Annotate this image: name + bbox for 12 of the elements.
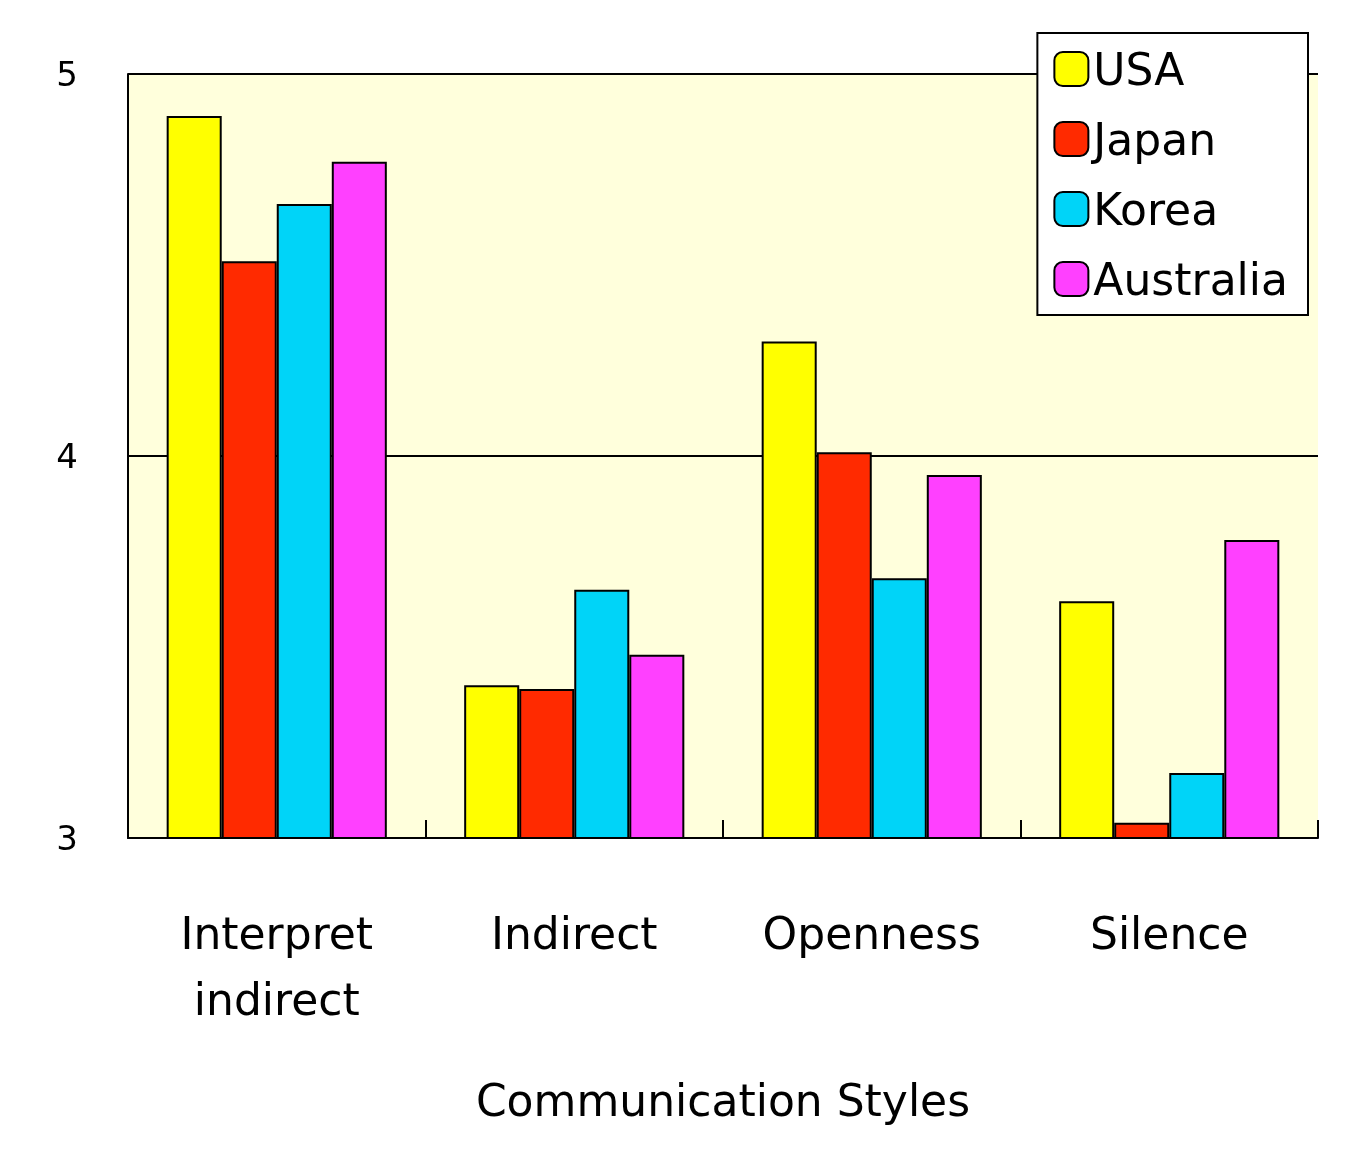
x-axis-title: Communication Styles (475, 1074, 971, 1126)
x-tick-label: Silence (1089, 907, 1249, 959)
legend-label: Korea (1093, 183, 1219, 235)
legend-label: Australia (1093, 253, 1289, 305)
x-tick-label: Interpret indirect (180, 907, 374, 1025)
y-tick-label: 3 (56, 818, 78, 858)
x-tick-label: Indirect (490, 907, 658, 959)
legend-label: USA (1093, 43, 1185, 95)
y-tick-label: 4 (56, 436, 78, 476)
x-tick-label: Openness (762, 907, 981, 959)
legend-label: Japan (1090, 113, 1217, 165)
y-tick-label: 5 (56, 54, 78, 94)
